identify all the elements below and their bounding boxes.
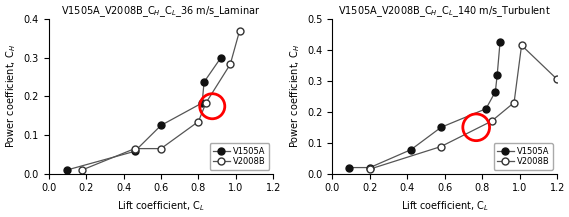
V2008B bbox=[131, 147, 138, 150]
Line: V1505A: V1505A bbox=[346, 39, 504, 171]
V1505A bbox=[346, 166, 353, 169]
V2008B bbox=[510, 101, 517, 104]
Line: V2008B: V2008B bbox=[366, 42, 560, 173]
V2008B bbox=[79, 169, 86, 171]
V1505A bbox=[492, 90, 499, 93]
V1505A bbox=[497, 41, 504, 43]
V2008B bbox=[488, 120, 495, 122]
Line: V1505A: V1505A bbox=[64, 54, 224, 173]
V2008B bbox=[158, 147, 164, 150]
V1505A bbox=[407, 148, 414, 151]
V1505A bbox=[158, 124, 164, 127]
X-axis label: Lift coefficient, C$_L$: Lift coefficient, C$_L$ bbox=[401, 199, 489, 213]
V1505A bbox=[217, 56, 224, 59]
V1505A bbox=[131, 150, 138, 153]
Legend: V1505A, V2008B: V1505A, V2008B bbox=[210, 143, 269, 170]
V1505A bbox=[201, 81, 208, 83]
V1505A bbox=[494, 73, 501, 76]
V1505A bbox=[366, 166, 373, 169]
V2008B bbox=[438, 145, 444, 148]
V2008B bbox=[366, 168, 373, 170]
V2008B bbox=[236, 29, 243, 32]
V1505A bbox=[64, 169, 71, 171]
Legend: V1505A, V2008B: V1505A, V2008B bbox=[493, 143, 553, 170]
V2008B bbox=[518, 44, 525, 47]
V1505A bbox=[438, 126, 444, 129]
Title: V1505A_V2008B_C$_H$_C$_L$_36 m/s_Laminar: V1505A_V2008B_C$_H$_C$_L$_36 m/s_Laminar bbox=[61, 4, 261, 19]
X-axis label: Lift coefficient, C$_L$: Lift coefficient, C$_L$ bbox=[117, 199, 205, 213]
V2008B bbox=[554, 78, 560, 81]
Y-axis label: Power coefficient, C$_H$: Power coefficient, C$_H$ bbox=[288, 44, 302, 148]
V2008B bbox=[195, 120, 202, 123]
Title: V1505A_V2008B_C$_H$_C$_L$_140 m/s_Turbulent: V1505A_V2008B_C$_H$_C$_L$_140 m/s_Turbul… bbox=[339, 4, 551, 19]
V1505A bbox=[199, 102, 205, 104]
Line: V2008B: V2008B bbox=[79, 27, 243, 173]
V1505A bbox=[483, 107, 489, 110]
V2008B bbox=[203, 102, 209, 104]
V2008B bbox=[227, 63, 234, 66]
Y-axis label: Power coefficient, C$_H$: Power coefficient, C$_H$ bbox=[4, 44, 18, 148]
